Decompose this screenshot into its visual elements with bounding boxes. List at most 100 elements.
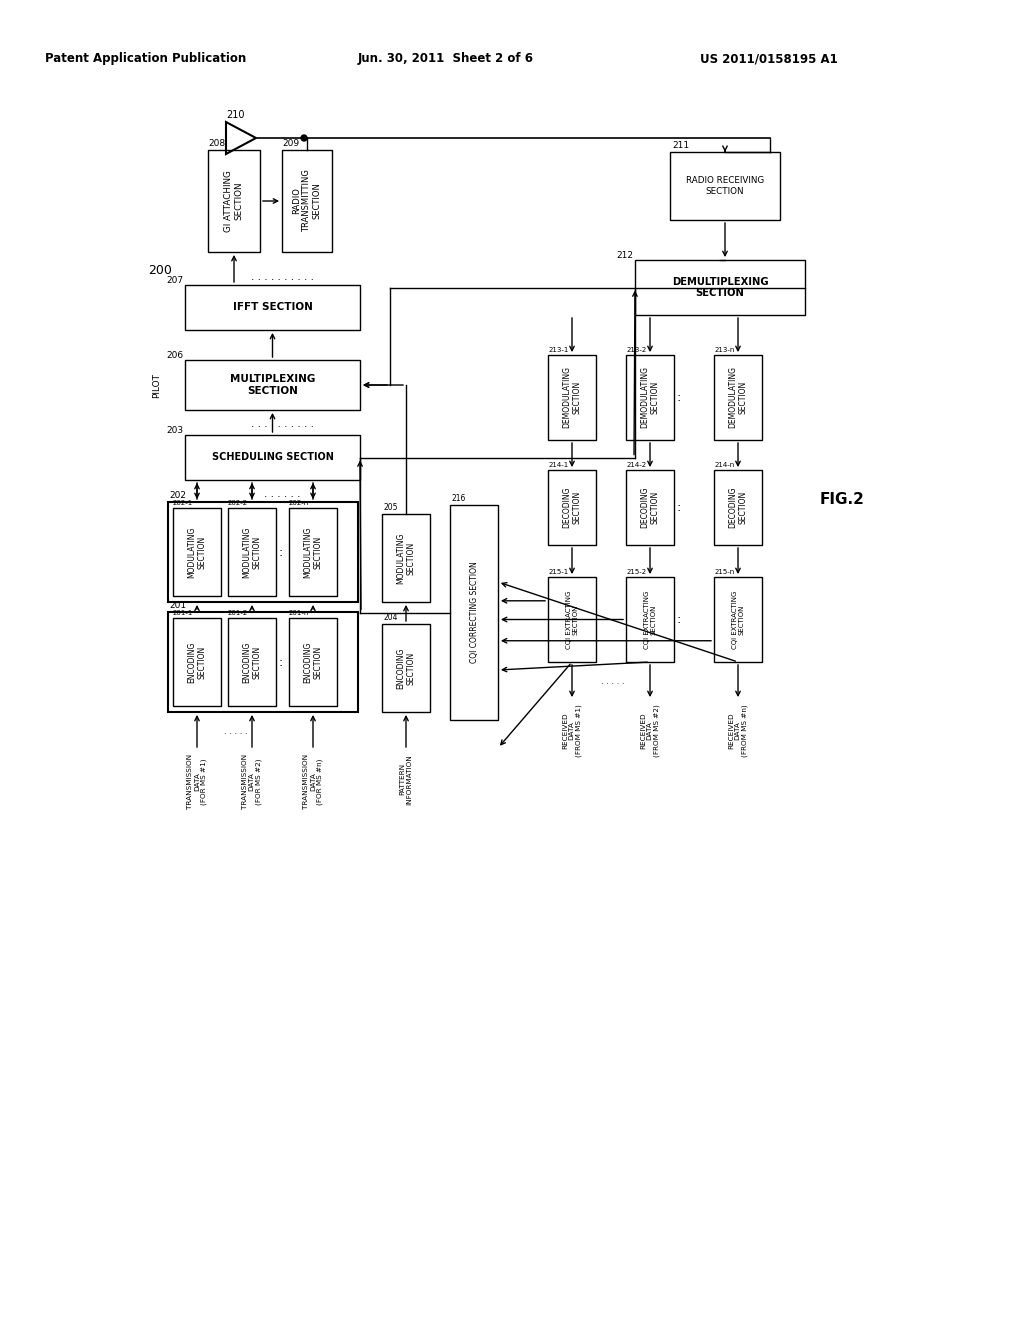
Text: CQI CORRECTING SECTION: CQI CORRECTING SECTION: [469, 561, 478, 664]
Text: 206: 206: [166, 351, 183, 360]
Text: :: :: [677, 502, 681, 513]
Text: 201-n: 201-n: [289, 610, 309, 616]
Text: MODULATING
SECTION: MODULATING SECTION: [243, 527, 262, 578]
FancyBboxPatch shape: [289, 618, 337, 706]
Text: DEMODULATING
SECTION: DEMODULATING SECTION: [728, 367, 748, 429]
FancyBboxPatch shape: [714, 577, 762, 663]
Text: . . . . .: . . . . .: [601, 677, 625, 686]
FancyBboxPatch shape: [626, 470, 674, 545]
Text: 216: 216: [451, 494, 465, 503]
Text: US 2011/0158195 A1: US 2011/0158195 A1: [700, 51, 838, 65]
Text: TRANSMISSION
DATA
(FOR MS #1): TRANSMISSION DATA (FOR MS #1): [186, 754, 207, 809]
FancyBboxPatch shape: [670, 152, 780, 220]
Text: 213-2: 213-2: [627, 347, 647, 352]
Text: 211: 211: [672, 141, 689, 150]
Text: MODULATING
SECTION: MODULATING SECTION: [396, 532, 416, 583]
Text: 215-n: 215-n: [715, 569, 735, 576]
Text: CQI EXTRACTING
SECTION: CQI EXTRACTING SECTION: [731, 590, 744, 648]
Text: 213-n: 213-n: [715, 347, 735, 352]
FancyBboxPatch shape: [168, 612, 358, 711]
Text: . . . . . . . . . .: . . . . . . . . . .: [251, 272, 314, 282]
FancyBboxPatch shape: [173, 618, 221, 706]
Text: MODULATING
SECTION: MODULATING SECTION: [187, 527, 207, 578]
Text: MODULATING
SECTION: MODULATING SECTION: [303, 527, 323, 578]
Text: DECODING
SECTION: DECODING SECTION: [562, 487, 582, 528]
FancyBboxPatch shape: [382, 624, 430, 711]
Text: DEMULTIPLEXING
SECTION: DEMULTIPLEXING SECTION: [672, 277, 768, 298]
Text: ENCODING
SECTION: ENCODING SECTION: [187, 642, 207, 682]
Text: Jun. 30, 2011  Sheet 2 of 6: Jun. 30, 2011 Sheet 2 of 6: [358, 51, 534, 65]
Text: ENCODING
SECTION: ENCODING SECTION: [303, 642, 323, 682]
FancyBboxPatch shape: [173, 508, 221, 597]
Text: 215-2: 215-2: [627, 569, 647, 576]
Text: GI ATTACHING
SECTION: GI ATTACHING SECTION: [224, 170, 244, 232]
FancyBboxPatch shape: [228, 508, 276, 597]
FancyBboxPatch shape: [626, 355, 674, 440]
Text: CQI EXTRACTING
SECTION: CQI EXTRACTING SECTION: [643, 590, 656, 648]
Text: DECODING
SECTION: DECODING SECTION: [640, 487, 659, 528]
Text: 207: 207: [166, 276, 183, 285]
Text: 201-1: 201-1: [173, 610, 194, 616]
FancyBboxPatch shape: [548, 577, 596, 663]
FancyBboxPatch shape: [548, 355, 596, 440]
Circle shape: [301, 135, 307, 141]
Text: 213-1: 213-1: [549, 347, 569, 352]
Text: :: :: [278, 656, 283, 668]
Text: 202-n: 202-n: [289, 500, 309, 506]
Text: 214-1: 214-1: [549, 462, 569, 469]
Text: DECODING
SECTION: DECODING SECTION: [728, 487, 748, 528]
Text: 208: 208: [208, 139, 225, 148]
Text: 202-2: 202-2: [228, 500, 248, 506]
FancyBboxPatch shape: [228, 618, 276, 706]
FancyBboxPatch shape: [289, 508, 337, 597]
Text: . . . . . .: . . . . . .: [264, 488, 301, 499]
FancyBboxPatch shape: [282, 150, 332, 252]
Text: 214-n: 214-n: [715, 462, 735, 469]
Text: ENCODING
SECTION: ENCODING SECTION: [243, 642, 262, 682]
FancyBboxPatch shape: [714, 355, 762, 440]
Text: DEMODULATING
SECTION: DEMODULATING SECTION: [562, 367, 582, 429]
FancyBboxPatch shape: [185, 360, 360, 411]
Text: . . . . . . . . . .: . . . . . . . . . .: [251, 418, 314, 429]
Text: 205: 205: [383, 503, 397, 512]
Text: Patent Application Publication: Patent Application Publication: [45, 51, 246, 65]
Text: 214-2: 214-2: [627, 462, 647, 469]
Text: RADIO RECEIVING
SECTION: RADIO RECEIVING SECTION: [686, 177, 764, 195]
Text: RADIO
TRANSMITTING
SECTION: RADIO TRANSMITTING SECTION: [292, 169, 322, 232]
Text: SCHEDULING SECTION: SCHEDULING SECTION: [212, 453, 334, 462]
Text: PATTERN
INFORMATION: PATTERN INFORMATION: [399, 754, 413, 805]
Text: 202: 202: [169, 491, 186, 500]
Text: CQI EXTRACTING
SECTION: CQI EXTRACTING SECTION: [565, 590, 579, 648]
FancyBboxPatch shape: [626, 577, 674, 663]
FancyBboxPatch shape: [185, 436, 360, 480]
Text: PILOT: PILOT: [153, 372, 162, 397]
FancyBboxPatch shape: [185, 285, 360, 330]
Text: 203: 203: [166, 426, 183, 436]
FancyBboxPatch shape: [450, 506, 498, 719]
Text: 200: 200: [148, 264, 172, 276]
Text: DEMODULATING
SECTION: DEMODULATING SECTION: [640, 367, 659, 429]
Text: FIG.2: FIG.2: [820, 492, 865, 507]
FancyBboxPatch shape: [382, 513, 430, 602]
Text: 210: 210: [226, 110, 245, 120]
Text: . . . . .: . . . . .: [224, 727, 248, 737]
FancyBboxPatch shape: [548, 470, 596, 545]
Text: 209: 209: [282, 139, 299, 148]
FancyBboxPatch shape: [168, 502, 358, 602]
Text: :: :: [677, 391, 681, 404]
Text: TRANSMISSION
DATA
(FOR MS #n): TRANSMISSION DATA (FOR MS #n): [303, 754, 324, 809]
Text: RECEIVED
DATA
(FROM MS #1): RECEIVED DATA (FROM MS #1): [562, 704, 583, 756]
Text: TRANSMISSION
DATA
(FOR MS #2): TRANSMISSION DATA (FOR MS #2): [242, 754, 262, 809]
Text: 202-1: 202-1: [173, 500, 194, 506]
Text: IFFT SECTION: IFFT SECTION: [232, 302, 312, 313]
FancyBboxPatch shape: [208, 150, 260, 252]
Text: 215-1: 215-1: [549, 569, 569, 576]
FancyBboxPatch shape: [635, 260, 805, 315]
Text: :: :: [278, 545, 283, 558]
FancyBboxPatch shape: [714, 470, 762, 545]
Text: 201: 201: [169, 601, 186, 610]
Text: :: :: [677, 612, 681, 626]
Text: ENCODING
SECTION: ENCODING SECTION: [396, 647, 416, 689]
Text: RECEIVED
DATA
(FROM MS #2): RECEIVED DATA (FROM MS #2): [640, 704, 660, 756]
Text: MULTIPLEXING
SECTION: MULTIPLEXING SECTION: [229, 374, 315, 396]
